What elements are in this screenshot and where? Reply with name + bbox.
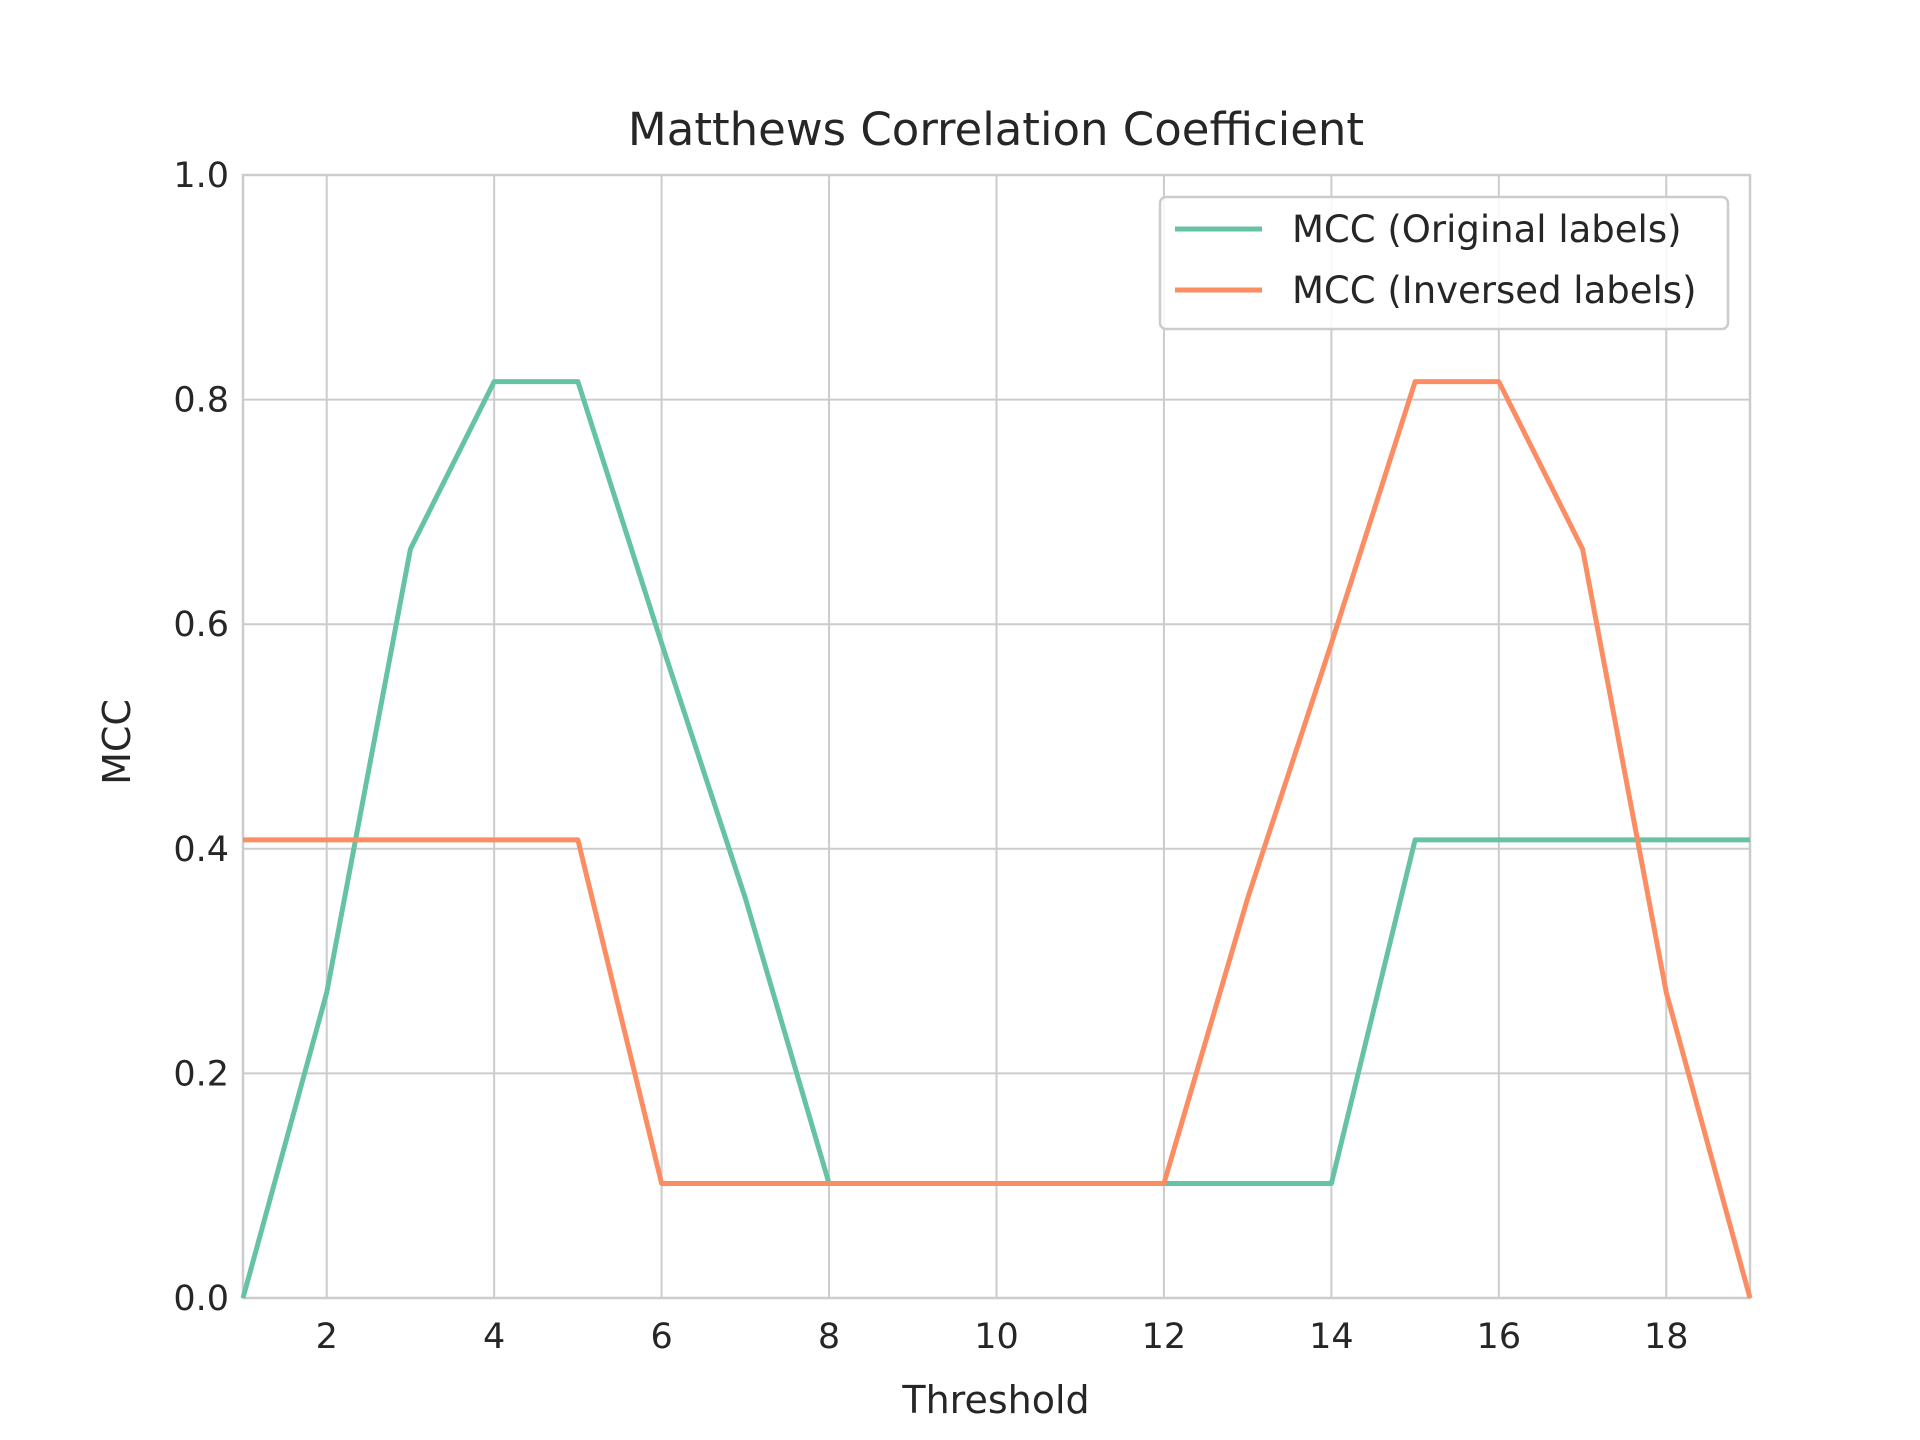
x-tick-label: 12 bbox=[1142, 1317, 1187, 1357]
legend-label-inversed: MCC (Inversed labels) bbox=[1292, 269, 1697, 312]
y-tick-label: 0.0 bbox=[173, 1279, 229, 1319]
x-tick-label: 14 bbox=[1309, 1317, 1354, 1357]
y-axis-label: MCC bbox=[95, 699, 139, 785]
y-tick-label: 0.6 bbox=[173, 605, 229, 645]
tick-labels: 2 4 6 8 10 12 14 16 18 0.0 0.2 0.4 0.6 0.8 1.0 bbox=[173, 156, 1688, 1357]
y-tick-label: 0.8 bbox=[173, 381, 229, 421]
legend-box bbox=[1158, 195, 1730, 331]
x-tick-label: 6 bbox=[650, 1317, 672, 1357]
x-tick-label: 16 bbox=[1477, 1317, 1522, 1357]
plot-area-frame bbox=[241, 173, 1752, 1300]
y-tick-label: 0.4 bbox=[173, 830, 229, 870]
legend-label-original: MCC (Original labels) bbox=[1292, 208, 1682, 251]
x-tick-label: 8 bbox=[818, 1317, 840, 1357]
x-tick-label: 10 bbox=[974, 1317, 1019, 1357]
y-tick-label: 0.2 bbox=[173, 1054, 229, 1094]
legend: MCC (Original labels) MCC (Inversed labe… bbox=[1158, 195, 1730, 331]
series-layer bbox=[240, 379, 1753, 1299]
series-line-inversed bbox=[243, 379, 1753, 1299]
y-tick-label: 1.0 bbox=[173, 156, 229, 196]
x-tick-label: 18 bbox=[1644, 1317, 1689, 1357]
x-tick-label: 2 bbox=[316, 1317, 338, 1357]
x-axis-label: Threshold bbox=[901, 1378, 1089, 1422]
x-tick-label: 4 bbox=[483, 1317, 505, 1357]
chart-title: Matthews Correlation Coefficient bbox=[628, 103, 1364, 156]
